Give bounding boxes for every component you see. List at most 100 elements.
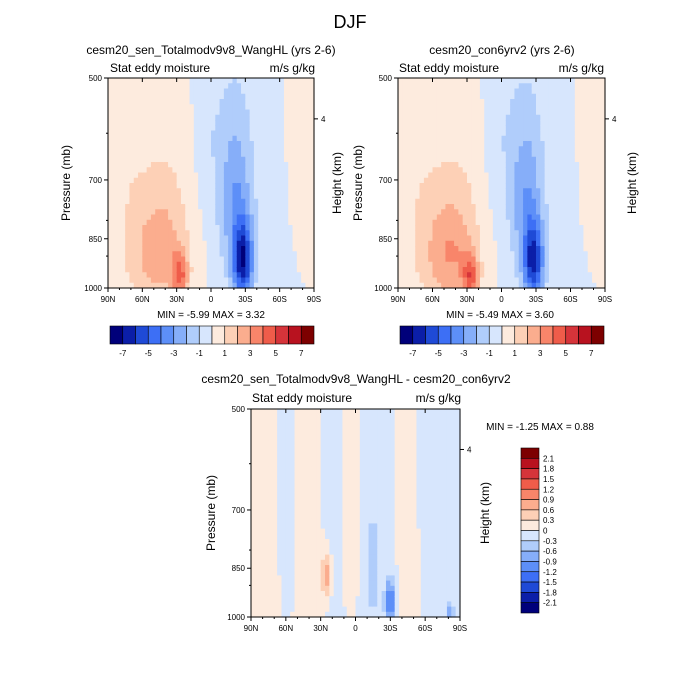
heatmap-cell — [202, 272, 208, 279]
heatmap-cell — [285, 539, 291, 545]
heatmap-cell — [112, 219, 118, 226]
heatmap-cell — [497, 78, 503, 84]
heatmap-cell — [219, 230, 225, 237]
heatmap-cell — [454, 93, 459, 100]
heatmap-cell — [445, 251, 451, 258]
heatmap-cell — [566, 162, 572, 168]
heatmap-cell — [587, 246, 593, 252]
heatmap-cell — [449, 130, 455, 137]
heatmap-cell — [544, 225, 550, 231]
heatmap-cell — [497, 151, 503, 158]
heatmap-cell — [574, 167, 580, 174]
heatmap-cell — [253, 146, 259, 153]
heatmap-cell — [570, 156, 576, 163]
heatmap-cell — [245, 209, 251, 216]
heatmap-cell — [251, 419, 256, 426]
heatmap-cell — [329, 544, 335, 550]
heatmap-cell — [351, 544, 357, 550]
heatmap-cell — [436, 267, 442, 273]
heatmap-cell — [462, 193, 468, 200]
heatmap-cell — [129, 251, 135, 258]
heatmap-cell — [193, 83, 199, 90]
heatmap-cell — [309, 261, 315, 268]
heatmap-cell — [445, 130, 451, 137]
heatmap-cell — [138, 93, 143, 100]
heatmap-cell — [294, 570, 300, 576]
heatmap-cell — [283, 277, 289, 284]
heatmap-cell — [518, 193, 524, 200]
heatmap-cell — [108, 135, 113, 142]
heatmap-cell — [271, 88, 276, 95]
heatmap-cell — [253, 251, 259, 258]
heatmap-cell — [307, 461, 313, 467]
x-tick-label: 90S — [598, 295, 612, 304]
heatmap-cell — [129, 272, 135, 279]
heatmap-cell — [142, 204, 148, 210]
heatmap-cell — [518, 141, 524, 147]
heatmap-cell — [112, 251, 118, 258]
heatmap-cell — [163, 125, 169, 132]
heatmap-cell — [436, 230, 442, 237]
heatmap-cell — [193, 78, 199, 84]
heatmap-cell — [301, 188, 307, 195]
heatmap-cell — [298, 539, 304, 545]
heatmap-cell — [272, 585, 278, 592]
heatmap-cell — [583, 193, 589, 200]
heatmap-cell — [228, 230, 234, 237]
heatmap-cell — [255, 528, 261, 535]
heatmap-cell — [129, 246, 135, 252]
heatmap-cell — [138, 188, 143, 195]
heatmap-cell — [467, 240, 472, 247]
heatmap-cell — [185, 261, 191, 268]
heatmap-cell — [168, 104, 173, 111]
heatmap-cell — [266, 209, 272, 216]
heatmap-cell — [436, 256, 442, 263]
heatmap-cell — [125, 219, 131, 226]
heatmap-cell — [232, 272, 238, 279]
heatmap-cell — [561, 209, 567, 216]
heatmap-cell — [527, 256, 533, 263]
heatmap-cell — [592, 83, 597, 90]
heatmap-cell — [307, 518, 313, 524]
heatmap-cell — [262, 183, 268, 189]
heatmap-cell — [333, 471, 339, 478]
heatmap-cell — [189, 240, 195, 247]
heatmap-cell — [570, 141, 576, 147]
heatmap-cell — [150, 225, 156, 231]
heatmap-cell — [253, 261, 259, 268]
heatmap-cell — [155, 246, 161, 252]
heatmap-cell — [271, 277, 276, 284]
heatmap-cell — [172, 146, 178, 153]
colorbar-box — [249, 325, 264, 345]
heatmap-cell — [454, 162, 459, 168]
heatmap-cell — [159, 109, 165, 116]
heatmap-cell — [283, 177, 289, 184]
heatmap-cell — [583, 78, 589, 84]
heatmap-cell — [557, 277, 563, 284]
heatmap-cell — [325, 539, 330, 545]
heatmap-cell — [112, 162, 118, 168]
heatmap-cell — [172, 88, 178, 95]
heatmap-cell — [309, 230, 315, 237]
heatmap-cell — [501, 120, 507, 126]
heatmap-cell — [423, 78, 429, 84]
heatmap-cell — [271, 156, 276, 163]
heatmap-cell — [193, 188, 199, 195]
heatmap-cell — [211, 177, 216, 184]
heatmap-cell — [285, 554, 291, 561]
heatmap-cell — [346, 544, 352, 550]
heatmap-cell — [428, 104, 434, 111]
heatmap-cell — [467, 93, 472, 100]
heatmap-cell — [253, 177, 259, 184]
heatmap-cell — [258, 114, 264, 121]
heatmap-cell — [553, 177, 559, 184]
heatmap-cell — [271, 204, 276, 210]
heatmap-cell — [258, 240, 264, 247]
heatmap-cell — [249, 104, 255, 111]
heatmap-cell — [592, 146, 597, 153]
heatmap-cell — [587, 125, 593, 132]
heatmap-cell — [531, 146, 537, 153]
heatmap-cell — [583, 219, 589, 226]
heatmap-cell — [557, 282, 563, 289]
heatmap-cell — [168, 225, 173, 231]
